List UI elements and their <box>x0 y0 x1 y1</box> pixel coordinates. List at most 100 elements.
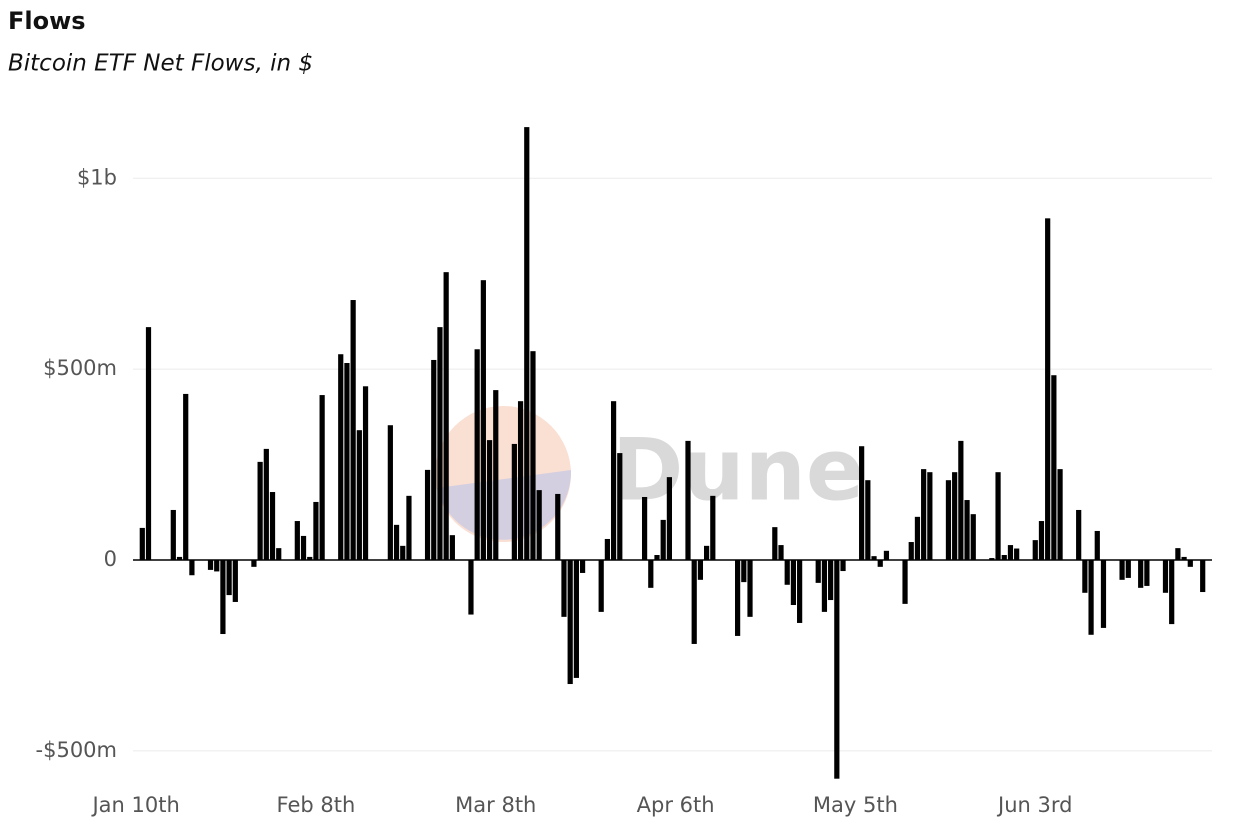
bar <box>276 548 282 560</box>
x-tick-label: Jan 10th <box>90 793 179 817</box>
bar <box>1088 559 1094 635</box>
bar <box>1144 559 1150 586</box>
bar <box>393 524 400 560</box>
bar <box>666 477 673 560</box>
bar <box>989 558 995 560</box>
bar <box>902 559 908 604</box>
bar <box>1138 559 1144 588</box>
bar <box>704 545 710 560</box>
bar <box>859 446 865 560</box>
bar <box>257 461 263 560</box>
bar <box>468 559 474 615</box>
bar <box>697 559 704 580</box>
bar <box>617 453 623 560</box>
bar <box>220 559 226 635</box>
bar <box>555 493 561 560</box>
bar <box>883 550 890 560</box>
bar <box>536 490 542 560</box>
y-tick-label: $500m <box>43 356 117 380</box>
x-tick-label: Mar 8th <box>455 793 536 817</box>
bar <box>443 272 449 560</box>
bar <box>964 500 970 560</box>
bar <box>840 559 846 572</box>
bar <box>641 496 648 560</box>
bar <box>747 559 753 617</box>
bar <box>387 425 393 560</box>
y-tick-label: -$500m <box>36 738 117 762</box>
bar <box>648 559 654 588</box>
bar <box>344 363 350 560</box>
bar <box>573 559 579 678</box>
bar <box>828 559 834 601</box>
bar <box>139 527 145 560</box>
x-tick-label: Feb 8th <box>277 793 356 817</box>
bar <box>598 559 604 612</box>
bar <box>952 472 958 560</box>
bar <box>970 514 976 560</box>
bar <box>170 509 176 560</box>
bar <box>319 395 325 560</box>
bar <box>815 559 821 583</box>
bar <box>604 538 610 560</box>
x-tick-label: Apr 6th <box>637 793 715 817</box>
bar <box>797 559 803 623</box>
bar <box>406 495 412 560</box>
bar <box>176 556 183 560</box>
bar <box>400 545 406 560</box>
bar <box>778 545 784 560</box>
bar <box>226 559 232 596</box>
bar <box>145 327 152 560</box>
bar <box>995 472 1001 560</box>
bar <box>437 327 443 560</box>
bar <box>1187 559 1193 567</box>
bar <box>1169 559 1175 625</box>
bar <box>914 516 921 560</box>
bar <box>685 440 691 560</box>
bar <box>877 559 883 567</box>
bar <box>486 440 493 560</box>
bar <box>517 401 524 560</box>
bar <box>307 556 313 560</box>
bar <box>1082 559 1088 593</box>
x-tick-label: Jun 3rd <box>996 793 1072 817</box>
bar <box>474 349 480 560</box>
bar <box>207 559 214 570</box>
bar <box>313 501 319 560</box>
bar <box>579 559 586 573</box>
bar <box>251 559 257 567</box>
bar <box>610 401 617 560</box>
bar <box>654 555 660 560</box>
bar <box>691 559 697 644</box>
bar <box>660 519 666 560</box>
bar <box>183 393 189 560</box>
bar <box>1051 375 1057 560</box>
bar <box>1181 556 1187 560</box>
bar <box>511 443 517 560</box>
bar <box>294 521 300 560</box>
bar <box>821 559 828 612</box>
bar <box>338 354 344 560</box>
x-tick-label: May 5th <box>813 793 898 817</box>
bar <box>784 559 790 585</box>
bar <box>1038 521 1045 560</box>
bar <box>567 559 573 685</box>
bar <box>710 495 716 560</box>
bar <box>263 448 269 560</box>
bar <box>1001 555 1007 560</box>
bar <box>530 351 536 560</box>
bar <box>1014 548 1020 560</box>
bar <box>834 559 840 779</box>
bar <box>1162 559 1169 593</box>
bar <box>524 127 530 560</box>
bar <box>1057 469 1063 560</box>
watermark: Dune <box>612 420 864 520</box>
bar <box>1076 509 1082 560</box>
bar <box>214 559 220 572</box>
bar <box>300 535 307 560</box>
bar <box>431 359 437 560</box>
bar <box>232 559 238 602</box>
bar <box>790 559 797 606</box>
bar <box>1007 545 1014 560</box>
